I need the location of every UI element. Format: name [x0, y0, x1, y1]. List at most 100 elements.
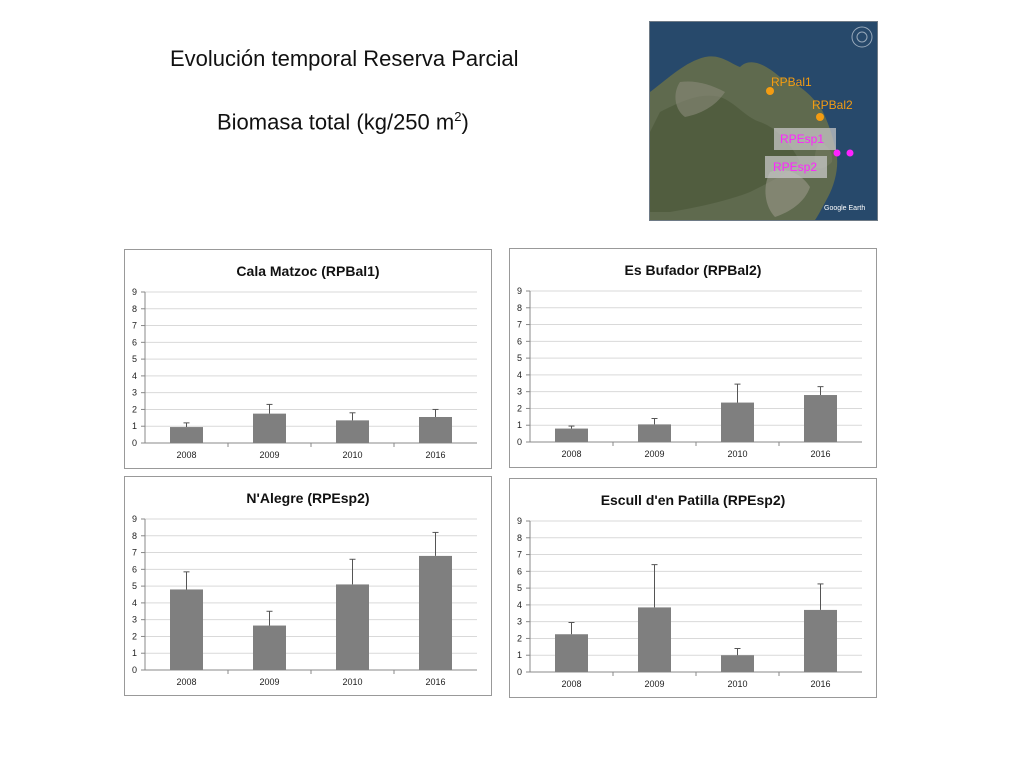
x-tick-label: 2016 [810, 449, 830, 459]
bar-2010 [721, 655, 754, 672]
subtitle-text: Biomasa total (kg/250 m [217, 109, 455, 135]
y-tick-label: 3 [517, 617, 522, 627]
chart-svg-2: Es Bufador (RPBal2) 0 1 2 3 4 5 6 7 8 9 2008 2009 201… [517, 262, 862, 459]
bar-2009 [253, 413, 286, 443]
site-marker-rpesp2 [846, 149, 854, 157]
x-tick-label: 2010 [342, 450, 362, 460]
x-tick-label: 2008 [176, 677, 196, 687]
y-tick-label: 3 [132, 388, 137, 398]
map-attribution: Google Earth [824, 205, 865, 212]
x-tick-label: 2009 [259, 450, 279, 460]
y-tick-label: 4 [517, 370, 522, 380]
bar-2016 [419, 555, 452, 670]
bar-2010 [721, 402, 754, 442]
y-tick-label: 6 [132, 564, 137, 574]
y-tick-label: 5 [132, 581, 137, 591]
x-tick-label: 2010 [727, 679, 747, 689]
bar-2009 [638, 607, 671, 672]
compass-icon [851, 26, 873, 48]
chart-title: Escull d'en Patilla (RPEsp2) [601, 492, 786, 508]
bar-2016 [419, 416, 452, 443]
x-tick-label: 2008 [561, 679, 581, 689]
y-tick-label: 6 [132, 337, 137, 347]
x-tick-label: 2008 [561, 449, 581, 459]
y-tick-label: 8 [132, 304, 137, 314]
x-tick-label: 2016 [810, 679, 830, 689]
bar-2008 [555, 428, 588, 442]
y-tick-label: 3 [132, 615, 137, 625]
x-tick-label: 2009 [644, 449, 664, 459]
x-tick-label: 2008 [176, 450, 196, 460]
y-tick-label: 8 [517, 303, 522, 313]
y-tick-label: 9 [517, 286, 522, 296]
y-tick-label: 3 [517, 387, 522, 397]
y-tick-label: 8 [517, 533, 522, 543]
chart-title: Es Bufador (RPBal2) [625, 262, 762, 278]
x-tick-label: 2009 [259, 677, 279, 687]
y-tick-label: 1 [132, 421, 137, 431]
y-tick-label: 2 [517, 403, 522, 413]
y-tick-label: 4 [132, 598, 137, 608]
y-tick-label: 1 [517, 650, 522, 660]
y-tick-label: 9 [517, 516, 522, 526]
y-tick-label: 9 [132, 287, 137, 297]
bar-2009 [638, 424, 671, 442]
site-label-rpesp2: RPEsp2 [773, 160, 817, 174]
site-label-bg-rpesp1 [774, 128, 836, 150]
x-tick-label: 2010 [342, 677, 362, 687]
y-tick-label: 0 [517, 667, 522, 677]
y-tick-label: 5 [517, 353, 522, 363]
chart-svg-3: N'Alegre (RPEsp2) 0 1 2 3 4 5 6 7 8 9 2008 2009 2010 2… [132, 490, 477, 687]
y-tick-label: 1 [517, 420, 522, 430]
site-marker-rpbal2 [816, 113, 824, 121]
y-tick-label: 5 [517, 583, 522, 593]
y-tick-label: 0 [132, 665, 137, 675]
x-tick-label: 2016 [425, 677, 445, 687]
bar-2008 [170, 427, 203, 443]
y-tick-label: 2 [132, 404, 137, 414]
y-tick-label: 9 [132, 514, 137, 524]
site-label-rpbal1: RPBal1 [771, 75, 812, 89]
subtitle-superscript: 2 [454, 109, 462, 124]
chart-panel-2: Es Bufador (RPBal2) 0 1 2 3 4 5 6 7 8 9 2008 2009 201… [509, 248, 877, 468]
site-label-rpesp1: RPEsp1 [780, 132, 824, 146]
chart-title: Cala Matzoc (RPBal1) [236, 263, 379, 279]
y-tick-label: 7 [132, 548, 137, 558]
y-tick-label: 0 [517, 437, 522, 447]
y-tick-label: 6 [517, 336, 522, 346]
bar-2009 [253, 625, 286, 670]
chart-svg-1: Cala Matzoc (RPBal1) 0 1 2 3 4 5 6 7 8 9 2008 2009 20… [132, 263, 477, 460]
chart-panel-3: N'Alegre (RPEsp2) 0 1 2 3 4 5 6 7 8 9 2008 2009 2010 2… [124, 476, 492, 696]
page-subtitle: Biomasa total (kg/250 m2) [217, 109, 469, 135]
y-tick-label: 2 [132, 631, 137, 641]
y-tick-label: 4 [517, 600, 522, 610]
site-marker-rpesp1 [833, 149, 841, 157]
bar-2016 [804, 609, 837, 672]
y-tick-label: 4 [132, 371, 137, 381]
chart-panel-1: Cala Matzoc (RPBal1) 0 1 2 3 4 5 6 7 8 9 2008 2009 20… [124, 249, 492, 469]
bar-2010 [336, 420, 369, 443]
y-tick-label: 0 [132, 438, 137, 448]
y-tick-label: 7 [517, 320, 522, 330]
ridge-area [675, 81, 725, 117]
chart-title: N'Alegre (RPEsp2) [246, 490, 369, 506]
chart-svg-4: Escull d'en Patilla (RPEsp2) 0 1 2 3 4 5 6 7 8 9 20… [517, 492, 862, 689]
y-tick-label: 8 [132, 531, 137, 541]
y-tick-label: 7 [132, 321, 137, 331]
y-tick-label: 7 [517, 550, 522, 560]
y-tick-label: 1 [132, 648, 137, 658]
map-image: RPBal1 RPBal2 RPEsp1 RPEsp2 Google Earth [650, 22, 877, 220]
page-title: Evolución temporal Reserva Parcial [170, 46, 519, 71]
site-label-bg-rpesp2 [765, 156, 827, 178]
town-area [765, 170, 810, 217]
subtitle-close-paren: ) [461, 109, 469, 135]
bar-2016 [804, 395, 837, 442]
bar-2008 [555, 634, 588, 672]
chart-panel-4: Escull d'en Patilla (RPEsp2) 0 1 2 3 4 5 6 7 8 9 20… [509, 478, 877, 698]
bar-2010 [336, 584, 369, 670]
x-tick-label: 2009 [644, 679, 664, 689]
y-tick-label: 2 [517, 633, 522, 643]
bar-2008 [170, 589, 203, 670]
satellite-map: RPBal1 RPBal2 RPEsp1 RPEsp2 Google Earth [649, 21, 878, 221]
x-tick-label: 2010 [727, 449, 747, 459]
